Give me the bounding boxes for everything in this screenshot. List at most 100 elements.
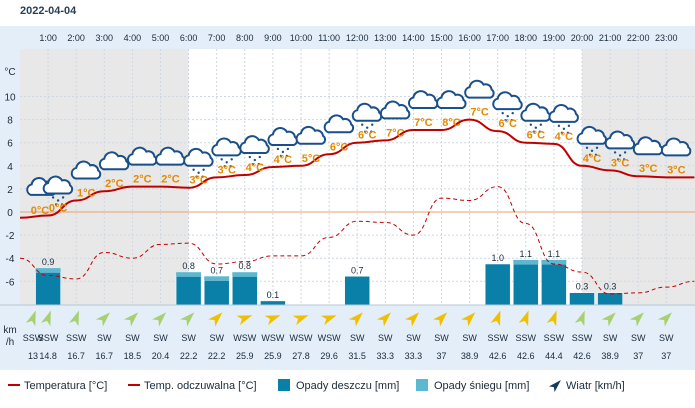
condition-temp-label: 1°C	[77, 187, 96, 199]
wind-arrow-icon	[208, 312, 223, 327]
hour-label: 15:00	[430, 33, 453, 43]
wind-direction-label: SSW	[544, 333, 565, 343]
condition-temp-label: 2°C	[133, 174, 152, 186]
snow-dot	[229, 165, 232, 168]
cloud-shape	[576, 125, 607, 145]
snow-dot	[622, 158, 626, 161]
cloud-shape	[70, 160, 102, 180]
wind-arrow-shape	[95, 312, 110, 327]
snow-dot	[510, 118, 513, 122]
y-tick-label: -2	[6, 231, 15, 242]
wind-arrow-shape	[404, 312, 420, 327]
wind-arrow-icon	[152, 312, 167, 327]
wind-arrow-shape	[236, 315, 253, 326]
wind-speed-label: 42.6	[489, 351, 507, 361]
snow-dot	[285, 154, 289, 158]
wind-arrow-icon	[629, 312, 644, 327]
cloud-shape	[548, 103, 579, 123]
cloud-snow-icon	[183, 147, 214, 178]
precip-value-label: 0.3	[576, 282, 589, 292]
wind-direction-label: WSW	[290, 333, 313, 343]
wind-arrow-shape	[264, 315, 281, 326]
snow-dot	[195, 175, 198, 178]
cloud-shape	[604, 130, 636, 150]
precip-value-label: 0.9	[42, 257, 55, 267]
wind-arrow-shape	[180, 312, 195, 327]
rain-bar	[175, 276, 202, 306]
wind-direction-label: WSW	[318, 333, 341, 343]
precip-value-label: 1.1	[548, 249, 561, 259]
snow-dot	[223, 165, 226, 168]
wind-direction-label: SW	[153, 333, 168, 343]
wind-speed-label: 27.8	[292, 351, 310, 361]
wind-speed-label: 18.5	[124, 351, 142, 361]
wind-arrow-shape	[208, 312, 223, 327]
hour-label: 3:00	[96, 33, 114, 43]
wind-arrow-icon	[41, 310, 51, 327]
condition-temp-label: 3°C	[667, 164, 686, 176]
snow-bar	[204, 276, 230, 281]
wind-speed-label: 22.2	[180, 351, 198, 361]
wind-direction-label: SSW	[38, 333, 59, 343]
wind-direction-label: SW	[209, 333, 224, 343]
wind-speed-label: 16.7	[96, 351, 114, 361]
cloud-shape	[98, 151, 130, 171]
snow-dot	[501, 111, 504, 115]
condition-temp-label: 4°C	[274, 154, 293, 166]
condition-temp-label: 3°C	[189, 175, 208, 187]
hour-label: 16:00	[458, 33, 481, 43]
precip-value-label: 0.3	[604, 282, 617, 292]
cloud-shape	[464, 79, 495, 99]
wind-direction-label: SSW	[572, 333, 593, 343]
snow-dot	[618, 154, 622, 157]
cloud-icon	[98, 151, 130, 171]
condition-temp-label: 7°C	[470, 107, 489, 119]
feels-like-line	[19, 186, 695, 295]
rain-bar	[513, 263, 539, 306]
snow-dot	[60, 203, 64, 206]
wind-arrow-shape	[320, 315, 337, 326]
wind-arrow-shape	[152, 312, 167, 327]
rain-bar	[484, 263, 511, 306]
wind-arrow-shape	[518, 310, 529, 327]
snow-dot	[567, 124, 571, 128]
wind-speed-label: 25.9	[236, 351, 254, 361]
wind-arrow-icon	[657, 312, 672, 327]
wind-speed-label: 42.6	[517, 351, 535, 361]
wind-speed-label: 37	[436, 351, 446, 361]
condition-temp-label: 5°C	[302, 153, 321, 165]
wind-arrow-shape	[376, 312, 391, 327]
wind-arrow-icon	[95, 312, 110, 327]
wind-arrow-icon	[180, 312, 195, 327]
wind-direction-label: WSW	[261, 333, 284, 343]
cloud-snow-icon	[351, 102, 383, 133]
wind-direction-label: SW	[434, 333, 449, 343]
wind-arrow-icon	[292, 315, 309, 326]
snow-dot	[370, 130, 373, 133]
y-axis-column	[0, 26, 20, 305]
condition-temp-label: 2°C	[105, 178, 124, 190]
temperature-line	[19, 118, 695, 219]
snow-dot	[560, 131, 564, 135]
snow-dot	[590, 149, 594, 152]
snow-bar	[541, 259, 567, 264]
snow-bar	[513, 259, 539, 264]
wind-arrow-shape	[25, 310, 36, 327]
snow-dot	[539, 123, 542, 126]
hour-label: 10:00	[290, 33, 313, 43]
wind-unit-label: /h	[6, 337, 14, 348]
hour-label: 12:00	[346, 33, 369, 43]
wind-arrow-icon	[348, 312, 363, 327]
hour-label: 20:00	[571, 33, 594, 43]
wind-band	[0, 305, 695, 370]
snow-dot	[623, 151, 627, 154]
cloud-snow-icon	[492, 91, 523, 122]
wind-arrow-shape	[123, 312, 139, 327]
condition-temp-label: 6°C	[330, 141, 349, 153]
wind-direction-label: SW	[603, 333, 618, 343]
condition-temp-label: 6°C	[498, 118, 517, 130]
wind-arrow-shape	[461, 312, 476, 327]
wind-direction-label: SSW	[487, 333, 508, 343]
wind-arrow-icon	[490, 310, 501, 327]
cloud-icon	[660, 137, 692, 157]
